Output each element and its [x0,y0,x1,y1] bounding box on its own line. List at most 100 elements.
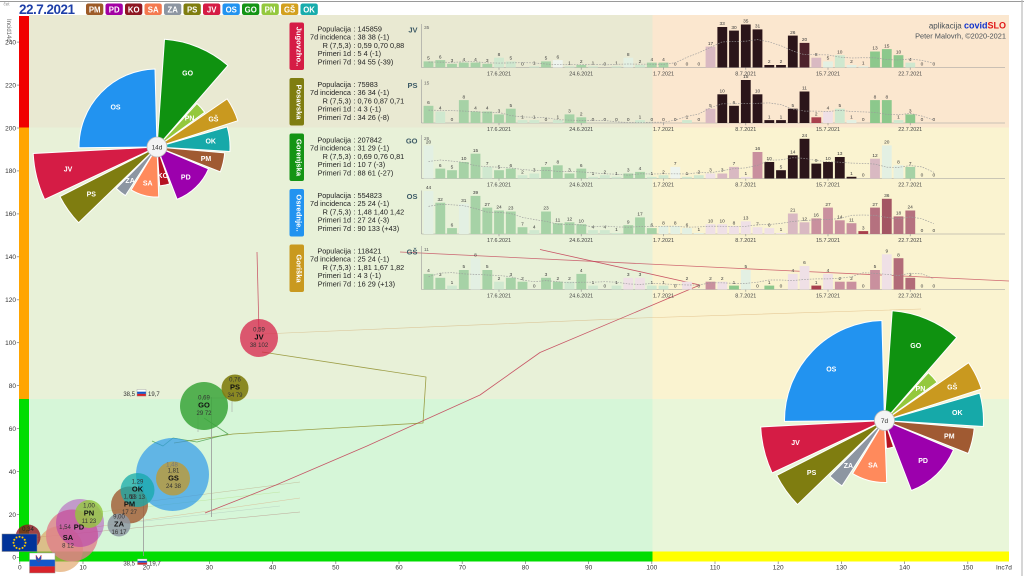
svg-text:4: 4 [603,224,606,230]
svg-text:: 27 24 (-3): : 27 24 (-3) [354,216,390,225]
svg-text:17.6.2021: 17.6.2021 [487,71,511,77]
svg-text:10: 10 [461,156,467,162]
svg-text:5: 5 [874,264,877,270]
svg-text:9: 9 [627,219,630,225]
svg-text:Primeri 1d: Primeri 1d [318,160,351,169]
svg-text:ZA: ZA [167,5,178,14]
svg-text:2: 2 [662,169,665,175]
svg-text:OS: OS [826,367,836,374]
svg-text:Gorenjska: Gorenjska [295,139,304,177]
svg-text:3: 3 [498,109,501,115]
svg-text:: 25 24 (-1): : 25 24 (-1) [354,255,390,264]
svg-text:1: 1 [780,114,783,120]
svg-text:3: 3 [627,168,630,174]
svg-text:0: 0 [921,62,924,68]
svg-text:: 88 61 (-27): : 88 61 (-27) [354,169,394,178]
svg-text:5: 5 [709,103,712,109]
svg-text:Primeri 7d: Primeri 7d [318,113,351,122]
svg-text:10: 10 [79,565,87,572]
svg-text:21: 21 [790,208,796,214]
svg-text:PS: PS [407,81,417,90]
svg-text:: 0,76 0,87 0,71: : 0,76 0,87 0,71 [354,96,405,105]
svg-text:6: 6 [427,100,430,106]
svg-text:90: 90 [585,565,593,572]
svg-text:Peter Malovrh, ©2020-2021: Peter Malovrh, ©2020-2021 [915,32,1006,41]
svg-text:2: 2 [568,276,571,282]
svg-text:4: 4 [639,166,642,172]
svg-text:10: 10 [837,49,843,55]
svg-text:5: 5 [791,103,794,109]
svg-text:Jugovzho..: Jugovzho.. [295,27,304,67]
svg-text:4: 4 [462,57,465,63]
svg-text:SA: SA [143,180,153,187]
svg-text:: 34 26 (-8): : 34 26 (-8) [354,113,390,122]
svg-text:1: 1 [768,280,771,286]
svg-text:4: 4 [827,106,830,112]
svg-text:15.7.2021: 15.7.2021 [816,238,840,244]
svg-text:10: 10 [720,89,726,95]
svg-text:5: 5 [451,164,454,170]
svg-text:1: 1 [897,114,900,120]
svg-text:0: 0 [921,284,924,290]
svg-text:4: 4 [662,57,665,63]
svg-text:11: 11 [849,217,854,223]
svg-text:7d incidenca: 7d incidenca [310,144,352,153]
svg-text:27: 27 [485,202,491,208]
svg-text:1: 1 [615,171,618,177]
svg-text:0: 0 [674,62,677,68]
svg-text:6: 6 [580,163,583,169]
svg-text:0: 0 [674,284,677,290]
svg-text:5: 5 [509,103,512,109]
svg-text:PS: PS [187,5,197,14]
svg-text:22.7.2021: 22.7.2021 [898,182,922,188]
svg-text:5: 5 [744,264,747,270]
svg-text:120: 120 [773,565,784,572]
svg-text:: 94 55 (-39): : 94 55 (-39) [354,58,394,67]
svg-text:7d incidenca: 7d incidenca [310,33,352,42]
svg-text:2: 2 [639,59,642,65]
svg-text:1: 1 [686,171,689,177]
svg-text:: 16 29 (+13): : 16 29 (+13) [354,280,396,289]
svg-text:150: 150 [962,565,973,572]
svg-text:5: 5 [780,164,783,170]
svg-text:60: 60 [395,565,403,572]
svg-text:30: 30 [206,565,214,572]
svg-text:0: 0 [862,284,865,290]
svg-text:ZA: ZA [114,520,125,529]
svg-text:OS: OS [407,192,418,201]
svg-text:2: 2 [768,59,771,65]
svg-text:120: 120 [5,297,16,304]
svg-text:SA: SA [63,533,74,542]
svg-text:3: 3 [909,109,912,115]
svg-text:5: 5 [827,56,830,62]
svg-text:1: 1 [697,227,700,233]
svg-text:1: 1 [615,280,618,286]
svg-text:3: 3 [568,168,571,174]
svg-text:OK: OK [952,410,963,417]
svg-text:GŠ: GŠ [284,5,295,14]
svg-text:Primeri 1d: Primeri 1d [318,49,351,58]
svg-text:50: 50 [332,565,340,572]
svg-text:80: 80 [522,565,530,572]
svg-text:GO: GO [182,71,193,78]
svg-text:18: 18 [896,211,902,217]
svg-text:0: 0 [533,284,536,290]
svg-text:3: 3 [451,58,454,64]
svg-text:PN: PN [185,115,195,122]
svg-text:20: 20 [802,37,808,43]
svg-text:16: 16 [755,146,761,152]
svg-text:2: 2 [815,112,818,118]
svg-text:2: 2 [603,169,606,175]
svg-text:PM: PM [201,156,212,163]
svg-text:27: 27 [872,202,878,208]
svg-text:0: 0 [697,117,700,123]
svg-text:: 207842: : 207842 [354,135,382,144]
svg-text:PM: PM [89,5,101,14]
svg-text:4: 4 [650,57,653,63]
svg-text:130: 130 [836,565,847,572]
svg-text:0: 0 [451,117,454,123]
svg-text:: 10 7 (-3): : 10 7 (-3) [354,160,386,169]
svg-text:8: 8 [897,252,900,258]
svg-text:13: 13 [872,46,878,52]
svg-text:6: 6 [650,222,653,228]
